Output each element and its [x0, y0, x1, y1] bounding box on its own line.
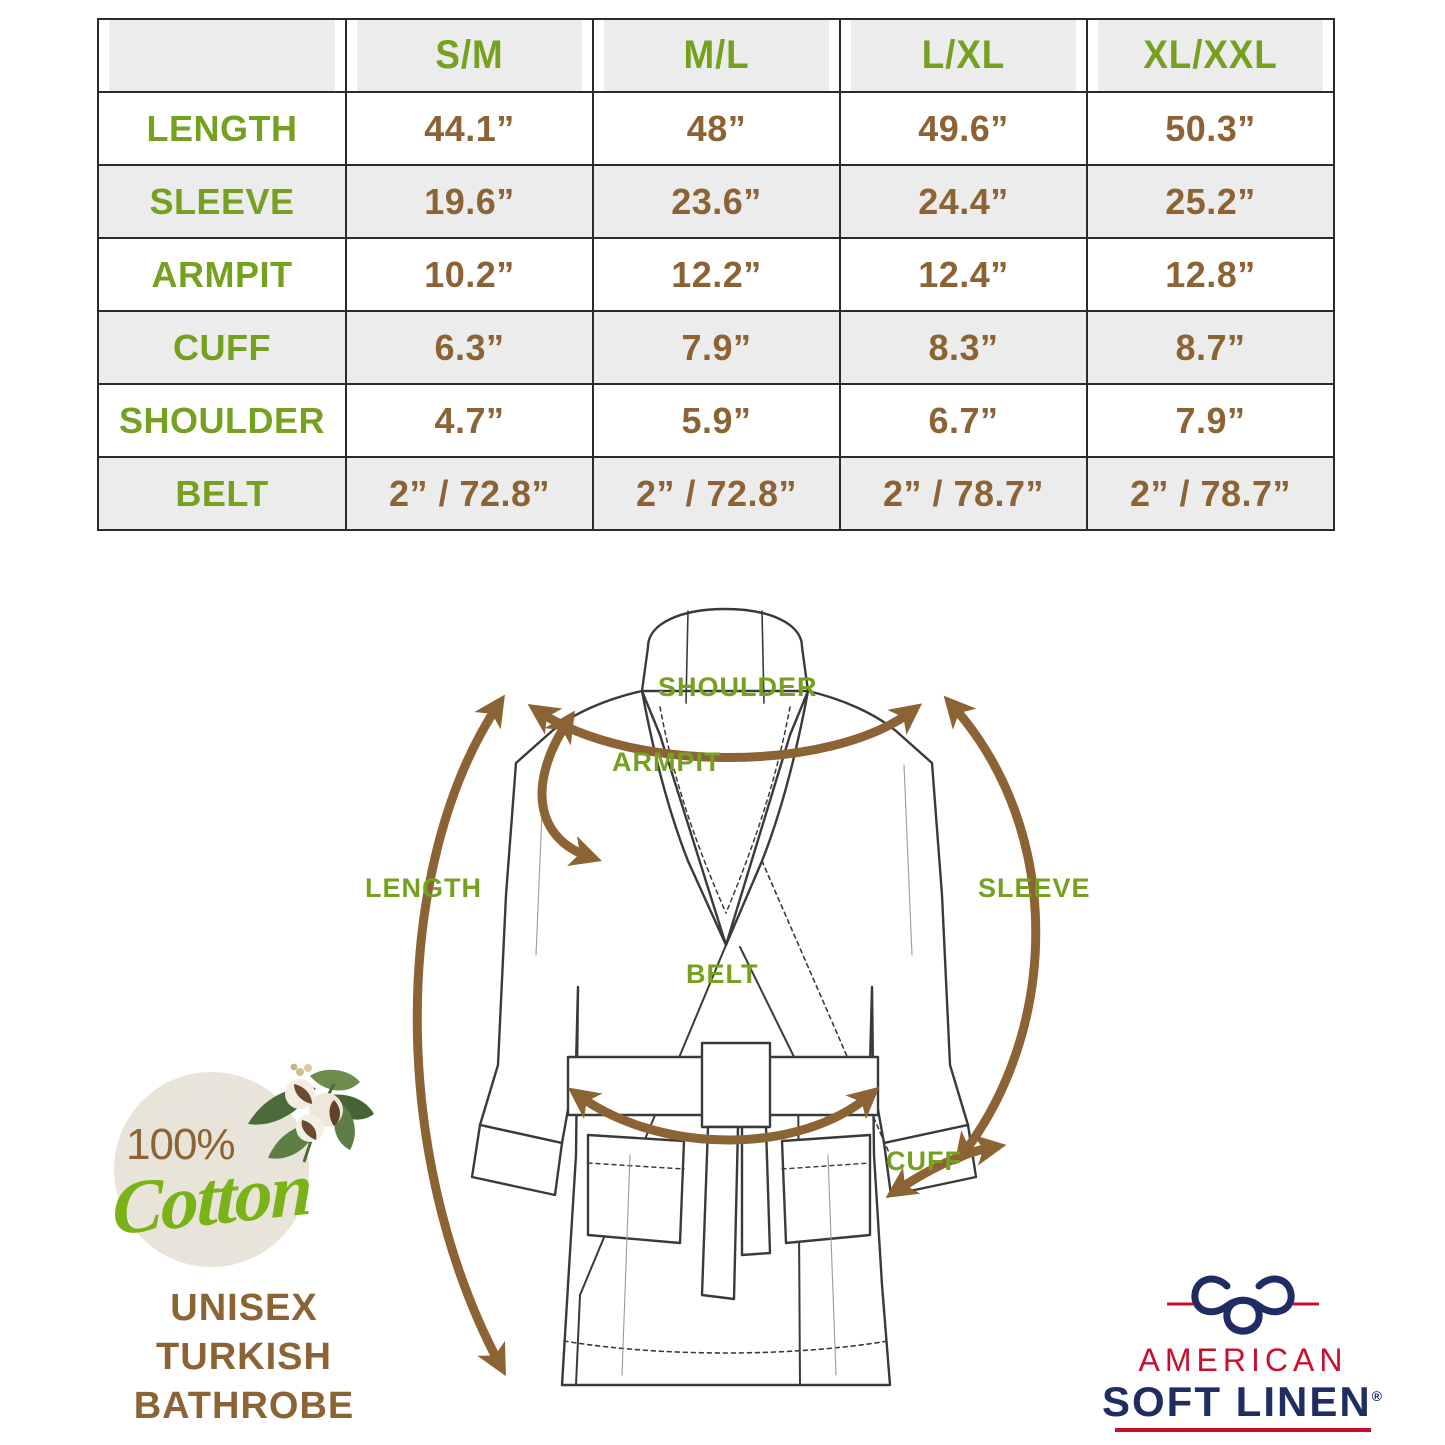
table-row-belt: BELT 2” / 72.8” 2” / 72.8” 2” / 78.7” 2”…: [97, 456, 1335, 531]
cell-armpit-sm: 10.2”: [345, 237, 594, 312]
cell-shoulder-ml: 5.9”: [592, 383, 841, 458]
table-row-length: LENGTH 44.1” 48” 49.6” 50.3”: [97, 91, 1335, 166]
product-name-line-1: UNISEX: [170, 1287, 318, 1329]
product-name-line-3: BATHROBE: [133, 1385, 355, 1427]
registered-mark: ®: [1371, 1388, 1384, 1404]
cell-cuff-xlxxl: 8.7”: [1086, 310, 1335, 385]
cell-armpit-ml: 12.2”: [592, 237, 841, 312]
brand-logo: AMERICAN SOFT LINEN®: [1093, 1272, 1393, 1432]
bathrobe-measurement-diagram: SHOULDER ARMPIT LENGTH SLEEVE BELT CUFF: [0, 595, 1445, 1387]
table-row-cuff: CUFF 6.3” 7.9” 8.3” 8.7”: [97, 310, 1335, 385]
cell-belt-xlxxl: 2” / 78.7”: [1086, 456, 1335, 531]
cotton-plant-icon: [248, 1063, 374, 1163]
diagram-label-sleeve: SLEEVE: [978, 873, 1091, 903]
diagram-label-cuff: CUFF: [886, 1146, 962, 1176]
size-chart-table: S/M M/L L/XL XL/XXL LENGTH 44.1” 48” 49.…: [97, 18, 1335, 531]
cell-length-ml: 48”: [592, 91, 841, 166]
brand-line-american: AMERICAN: [1138, 1342, 1348, 1378]
brand-soft-linen-text: SOFT LINEN: [1102, 1378, 1372, 1425]
row-label-length: LENGTH: [97, 91, 347, 166]
header-cell-sm: S/M: [354, 18, 585, 93]
cell-cuff-ml: 7.9”: [592, 310, 841, 385]
cell-sleeve-ml: 23.6”: [592, 164, 841, 239]
product-name: UNISEX TURKISH BATHROBE: [108, 1284, 380, 1431]
row-label-belt: BELT: [97, 456, 347, 531]
diagram-label-shoulder: SHOULDER: [658, 672, 818, 702]
celtic-knot-icon: [1167, 1275, 1319, 1335]
table-row-sleeve: SLEEVE 19.6” 23.6” 24.4” 25.2”: [97, 164, 1335, 239]
row-label-cuff: CUFF: [97, 310, 347, 385]
row-label-shoulder: SHOULDER: [97, 383, 347, 458]
cell-cuff-sm: 6.3”: [345, 310, 594, 385]
table-row-shoulder: SHOULDER 4.7” 5.9” 6.7” 7.9”: [97, 383, 1335, 458]
size-chart-table-container: S/M M/L L/XL XL/XXL LENGTH 44.1” 48” 49.…: [97, 18, 1335, 531]
cell-sleeve-sm: 19.6”: [345, 164, 594, 239]
row-label-sleeve: SLEEVE: [97, 164, 347, 239]
table-row-armpit: ARMPIT 10.2” 12.2” 12.4” 12.8”: [97, 237, 1335, 312]
cell-length-lxl: 49.6”: [839, 91, 1088, 166]
cotton-percent-text: 100%: [126, 1120, 236, 1169]
cell-sleeve-lxl: 24.4”: [839, 164, 1088, 239]
diagram-label-armpit: ARMPIT: [612, 747, 722, 777]
row-label-armpit: ARMPIT: [97, 237, 347, 312]
cell-belt-lxl: 2” / 78.7”: [839, 456, 1088, 531]
product-name-line-2: TURKISH: [156, 1336, 332, 1378]
cell-armpit-lxl: 12.4”: [839, 237, 1088, 312]
cell-length-sm: 44.1”: [345, 91, 594, 166]
cell-cuff-lxl: 8.3”: [839, 310, 1088, 385]
header-cell-blank: [106, 18, 338, 93]
cell-shoulder-xlxxl: 7.9”: [1086, 383, 1335, 458]
header-cell-lxl: L/XL: [848, 18, 1079, 93]
diagram-label-belt: BELT: [686, 959, 759, 989]
brand-underline: [1115, 1428, 1371, 1432]
cell-belt-sm: 2” / 72.8”: [345, 456, 594, 531]
header-cell-xlxxl: XL/XXL: [1095, 18, 1326, 93]
cotton-badge: 100% Cotton: [108, 1062, 378, 1277]
cell-belt-ml: 2” / 72.8”: [592, 456, 841, 531]
cell-sleeve-xlxxl: 25.2”: [1086, 164, 1335, 239]
cell-armpit-xlxxl: 12.8”: [1086, 237, 1335, 312]
bathrobe-line-drawing: [412, 607, 1041, 1387]
diagram-label-length: LENGTH: [365, 873, 482, 903]
table-header-row: S/M M/L L/XL XL/XXL: [98, 18, 1334, 93]
cell-length-xlxxl: 50.3”: [1086, 91, 1335, 166]
cell-shoulder-lxl: 6.7”: [839, 383, 1088, 458]
cell-shoulder-sm: 4.7”: [345, 383, 594, 458]
header-cell-ml: M/L: [601, 18, 832, 93]
brand-line-soft-linen: SOFT LINEN®: [1093, 1378, 1393, 1426]
